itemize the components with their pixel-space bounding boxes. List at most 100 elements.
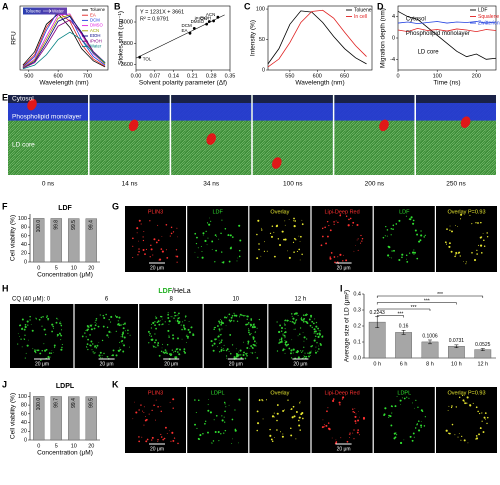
fluorescent-spot <box>51 330 53 333</box>
panel-g: PLIN3 LDF Overlay Lipi-Deep Red LDF Overlay P… <box>125 206 497 272</box>
fluorescent-spot <box>127 329 129 332</box>
fluorescent-spot <box>108 336 109 338</box>
fluorescent-spot <box>318 332 321 335</box>
fluorescent-spot <box>292 317 295 320</box>
value-label: 99.5 <box>71 220 77 230</box>
fluorescent-spot <box>90 340 93 343</box>
data-point <box>138 55 142 59</box>
y-tick-label: 0 <box>392 35 395 41</box>
bar <box>50 396 62 441</box>
fluorescent-spot <box>42 315 44 318</box>
fluorescent-spot <box>282 409 285 412</box>
fluorescent-spot <box>57 319 59 321</box>
fluorescent-spot <box>239 400 241 402</box>
fluorescent-spot <box>59 322 61 324</box>
fluorescent-spot <box>304 313 308 317</box>
fluorescent-spot <box>311 320 314 323</box>
fluorescent-spot <box>160 436 163 438</box>
fluorescent-spot <box>269 434 272 437</box>
panel-title: LDF <box>158 288 172 295</box>
fluorescent-spot <box>319 342 322 345</box>
time-label: 6 <box>105 297 109 303</box>
fluorescent-spot <box>349 434 351 436</box>
time-label: 14 ns <box>122 181 139 188</box>
value-label: 99.4 <box>89 220 95 230</box>
fluorescent-spot <box>353 429 355 431</box>
fluorescent-spot <box>176 320 179 323</box>
fluorescent-spot <box>250 319 253 321</box>
fluorescent-spot <box>299 402 301 404</box>
fluorescent-spot <box>385 225 387 228</box>
fluorescent-spot <box>143 231 145 233</box>
fluorescent-spot <box>486 236 489 238</box>
panel-letter: E <box>2 92 8 102</box>
fluorescent-spot <box>221 328 223 330</box>
fluorescent-spot <box>153 345 155 348</box>
fluorescent-spot <box>111 354 113 357</box>
fluorescent-spot <box>423 236 425 238</box>
point-label: iPrOH <box>195 16 207 21</box>
fluorescent-spot <box>347 224 350 227</box>
fluorescent-spot <box>233 320 235 322</box>
fluorescent-spot <box>322 419 324 421</box>
fluorescent-spot <box>475 406 478 409</box>
fluorescent-spot <box>313 330 316 333</box>
fluorescent-spot <box>308 318 311 321</box>
fluorescent-spot <box>420 230 422 232</box>
fluorescent-spot <box>60 324 63 327</box>
fluorescent-spot <box>183 327 186 330</box>
fluorescent-spot <box>473 258 477 262</box>
fluorescent-spot <box>388 414 390 417</box>
fluorescent-spot <box>172 334 174 337</box>
fluorescent-spot <box>276 321 278 323</box>
fluorescent-spot <box>229 334 232 336</box>
fluorescent-spot <box>197 256 199 258</box>
fluorescent-spot <box>246 354 248 357</box>
fluorescent-spot <box>194 399 196 401</box>
md-probe <box>271 157 282 169</box>
fluorescent-spot <box>408 252 411 254</box>
fluorescent-spot <box>170 232 173 235</box>
fluorescent-spot <box>223 432 225 434</box>
fluorescent-spot <box>355 413 357 415</box>
data-point <box>212 19 216 23</box>
significance-bracket <box>376 302 457 305</box>
fluorescent-spot <box>282 433 284 435</box>
fluorescent-spot <box>194 251 196 253</box>
fluorescent-spot <box>302 314 305 316</box>
fluorescent-spot <box>106 326 109 329</box>
fluorescent-spot <box>319 334 321 336</box>
fluorescent-spot <box>284 224 286 226</box>
fluorescent-spot <box>122 343 124 345</box>
fluorescent-spot <box>98 354 101 357</box>
y-tick-label: 100 <box>256 7 265 13</box>
fluorescent-spot <box>333 221 335 223</box>
fluorescent-spot <box>238 255 241 258</box>
fluorescent-spot <box>279 431 281 433</box>
fluorescent-spot <box>136 227 139 230</box>
fluorescent-spot <box>318 348 320 350</box>
fluorescent-spot <box>214 234 217 237</box>
fluorescent-spot <box>467 442 469 444</box>
fluorescent-spot <box>96 344 99 347</box>
fluorescent-spot <box>221 419 224 422</box>
y-tick-label: 60 <box>21 233 27 239</box>
bar <box>421 341 439 359</box>
md-probe <box>27 98 37 111</box>
fluorescent-spot <box>142 410 144 412</box>
annotation: Water <box>52 8 64 13</box>
fluorescent-spot <box>280 337 283 340</box>
fluorescent-spot <box>243 341 244 343</box>
fluorescent-spot <box>401 397 403 399</box>
fluorescent-spot <box>469 404 472 406</box>
fluorescent-spot <box>314 338 316 340</box>
fluorescent-spot <box>295 239 297 241</box>
fluorescent-spot <box>340 213 341 215</box>
fluorescent-spot <box>417 406 419 408</box>
fluorescent-spot <box>419 239 422 242</box>
fluorescent-spot <box>214 431 217 434</box>
fluorescent-spot <box>132 237 134 240</box>
fluorescent-spot <box>44 349 47 352</box>
fluorescent-spot <box>445 429 448 432</box>
